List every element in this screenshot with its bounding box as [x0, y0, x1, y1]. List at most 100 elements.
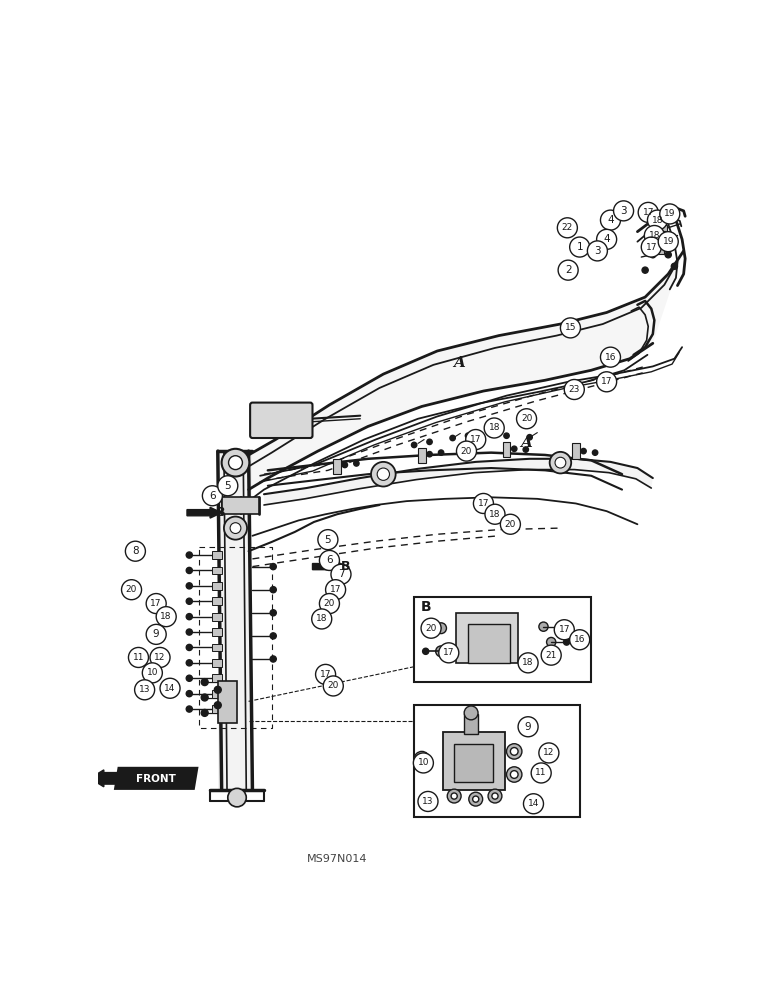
Circle shape — [160, 678, 180, 698]
Text: B: B — [420, 600, 431, 614]
Circle shape — [323, 676, 344, 696]
Circle shape — [531, 763, 551, 783]
Circle shape — [541, 645, 561, 665]
Polygon shape — [113, 767, 198, 790]
Text: 20: 20 — [327, 681, 339, 690]
Text: 9: 9 — [153, 629, 160, 639]
Text: 10: 10 — [147, 668, 158, 677]
Bar — [212, 582, 222, 590]
Bar — [657, 236, 672, 242]
Circle shape — [186, 583, 192, 589]
Text: A: A — [520, 436, 532, 450]
Circle shape — [270, 656, 276, 662]
Circle shape — [201, 694, 208, 701]
Circle shape — [202, 486, 222, 506]
Circle shape — [560, 318, 581, 338]
Circle shape — [354, 461, 359, 466]
Circle shape — [427, 439, 432, 445]
FancyArrow shape — [187, 507, 222, 518]
Circle shape — [150, 647, 170, 667]
Text: 17: 17 — [642, 208, 654, 217]
Text: 17: 17 — [470, 435, 482, 444]
Circle shape — [564, 639, 570, 645]
Circle shape — [472, 796, 479, 802]
Circle shape — [228, 788, 246, 807]
Circle shape — [218, 476, 238, 496]
Circle shape — [318, 530, 338, 550]
Circle shape — [554, 620, 574, 640]
Circle shape — [134, 680, 154, 700]
Circle shape — [438, 643, 459, 663]
Bar — [222, 497, 259, 514]
Circle shape — [662, 240, 668, 246]
Text: 19: 19 — [664, 209, 676, 218]
Bar — [572, 443, 580, 459]
Text: 16: 16 — [574, 635, 585, 644]
Bar — [652, 225, 667, 231]
Circle shape — [316, 664, 336, 684]
Text: 13: 13 — [139, 685, 151, 694]
Text: 17: 17 — [558, 625, 570, 634]
Text: 17: 17 — [320, 670, 331, 679]
Circle shape — [418, 791, 438, 811]
Text: 22: 22 — [562, 223, 573, 232]
Text: 13: 13 — [422, 797, 434, 806]
Circle shape — [510, 748, 518, 755]
Circle shape — [270, 587, 276, 593]
Circle shape — [186, 598, 192, 604]
Circle shape — [642, 267, 648, 273]
Circle shape — [587, 241, 608, 261]
Circle shape — [466, 433, 471, 438]
Circle shape — [422, 625, 428, 631]
Circle shape — [601, 210, 621, 230]
Circle shape — [597, 229, 617, 249]
Circle shape — [473, 493, 493, 513]
Circle shape — [186, 567, 192, 574]
Circle shape — [411, 442, 417, 448]
Circle shape — [186, 660, 192, 666]
Bar — [334, 459, 341, 474]
Text: 18: 18 — [648, 231, 660, 240]
Circle shape — [186, 675, 192, 681]
FancyArrow shape — [90, 770, 117, 787]
Text: 6: 6 — [209, 491, 215, 501]
Circle shape — [146, 624, 166, 644]
Text: 3: 3 — [594, 246, 601, 256]
Circle shape — [660, 204, 680, 224]
Circle shape — [427, 451, 432, 457]
Text: 9: 9 — [525, 722, 531, 732]
Circle shape — [229, 456, 242, 470]
Circle shape — [464, 706, 478, 720]
Text: 18: 18 — [523, 658, 534, 667]
Circle shape — [451, 793, 457, 799]
Circle shape — [527, 435, 533, 440]
Circle shape — [418, 755, 425, 763]
Bar — [456, 613, 518, 663]
Text: 17: 17 — [601, 377, 612, 386]
Circle shape — [555, 457, 566, 468]
Text: 18: 18 — [161, 612, 172, 621]
Text: 11: 11 — [133, 653, 144, 662]
Text: 10: 10 — [418, 758, 429, 767]
Circle shape — [146, 594, 166, 614]
Text: 20: 20 — [126, 585, 137, 594]
Circle shape — [547, 637, 556, 647]
Circle shape — [450, 435, 455, 441]
Circle shape — [570, 630, 590, 650]
Circle shape — [539, 622, 548, 631]
Circle shape — [550, 452, 571, 473]
Circle shape — [512, 446, 517, 451]
Text: 16: 16 — [604, 353, 616, 362]
Text: 20: 20 — [425, 624, 437, 633]
Circle shape — [638, 202, 659, 222]
Circle shape — [558, 260, 578, 280]
Text: B: B — [341, 560, 350, 573]
Circle shape — [500, 514, 520, 534]
Circle shape — [516, 409, 537, 429]
Circle shape — [456, 441, 476, 461]
Circle shape — [506, 767, 522, 782]
Circle shape — [592, 450, 598, 455]
Circle shape — [642, 237, 662, 257]
Bar — [212, 628, 222, 636]
Text: 12: 12 — [154, 653, 166, 662]
